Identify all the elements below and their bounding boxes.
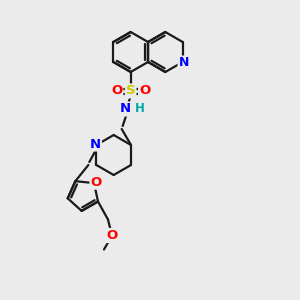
Text: N: N <box>178 56 189 70</box>
Text: O: O <box>111 85 122 98</box>
Text: N: N <box>120 103 131 116</box>
Text: H: H <box>135 103 145 116</box>
Text: O: O <box>139 85 150 98</box>
Text: N: N <box>90 137 101 151</box>
Text: O: O <box>90 176 102 189</box>
Text: S: S <box>126 85 136 98</box>
Text: O: O <box>106 229 118 242</box>
